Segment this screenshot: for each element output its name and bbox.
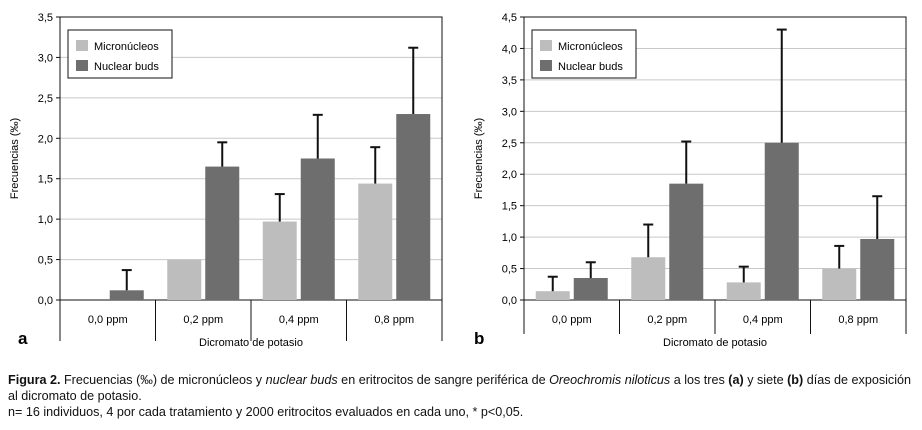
y-tick-label: 4,5 [502,12,517,24]
legend-swatch [76,40,88,51]
chart-panel-b: 0,0 0,5 1,0 1,5 2,0 2,5 3,0 3,5 4,0 4,5 0,0 ppm 0,2… [473,12,907,349]
y-tick-label: 2,5 [38,93,53,105]
caption-text-3: en eritrocitos de sangre periférica de [337,373,550,387]
y-tick-label: 3,0 [38,52,53,64]
bar-nuclear-buds [860,238,895,300]
y-tick-label: 1,5 [38,174,53,186]
x-tick-label: 0,2 ppm [183,314,223,326]
bar-nuclear-buds [764,142,799,300]
bar-nuclear-buds [109,290,144,300]
legend-label: Nuclear buds [558,61,623,73]
panel-letter: b [474,329,484,348]
y-tick-label: 0,0 [502,295,517,307]
caption-panel-b: (b) [787,373,804,387]
caption-nuclear-buds: nuclear buds [265,373,338,387]
x-axis-label: Dicromato de potasio [199,337,303,349]
bar-micronucleos [726,282,761,300]
x-tick-label: 0,4 ppm [279,314,319,326]
chart-panel-a: 0,0 0,5 1,0 1,5 2,0 2,5 3,0 3,5 0,0 ppm 0,2 ppm 0,… [9,12,443,349]
caption-text-1: Frecuencias (‰) de micronúcleos y [60,373,266,387]
legend-label: Micronúcleos [558,41,623,53]
x-tick-label: 0,0 ppm [88,314,128,326]
bar-nuclear-buds [300,158,335,300]
caption-species: Oreochromis niloticus [549,373,671,387]
caption-line-2: n= 16 individuos, 4 por cada tratamiento… [8,405,524,419]
caption-figure-label: Figura 2. [8,373,61,387]
panel-letter: a [18,329,28,348]
y-tick-label: 3,5 [502,75,517,87]
x-tick-label: 0,4 ppm [743,314,783,326]
y-tick-label: 1,0 [38,214,53,226]
caption-text-7: días de exposición al dicromato de potas… [8,373,912,403]
legend-box [67,29,173,79]
legend: Micronúcleos Nuclear buds [67,29,173,79]
bar-micronucleos [262,221,297,300]
y-tick-label: 0,5 [38,255,53,267]
y-tick-label: 2,0 [502,169,517,181]
y-tick-label: 2,5 [502,138,517,150]
caption-text-5: a los tres [670,373,729,387]
bar-micronucleos [631,257,666,300]
bar-nuclear-buds [669,183,704,300]
bar-nuclear-buds [573,277,608,300]
x-tick-label: 0,8 ppm [374,314,414,326]
bar-micronucleos [822,268,857,300]
y-tick-label: 4,0 [502,43,517,55]
y-tick-label: 2,0 [38,133,53,145]
y-tick-label: 0,5 [502,264,517,276]
legend-label: Nuclear buds [94,61,159,73]
bar-nuclear-buds [396,114,431,301]
figure-caption: Figura 2. Frecuencias (‰) de micronúcleo… [8,372,914,420]
bar-nuclear-buds [205,166,240,300]
bar-micronucleos [167,259,202,300]
legend-swatch [540,60,552,71]
bar-micronucleos [535,291,570,300]
y-tick-label: 3,0 [502,106,517,118]
y-tick-label: 1,0 [502,232,517,244]
legend-swatch [540,40,552,51]
x-tick-label: 0,8 ppm [838,314,878,326]
y-tick-label: 3,5 [38,12,53,24]
caption-panel-a: (a) [728,373,744,387]
legend: Micronúcleos Nuclear buds [531,29,637,79]
y-tick-label: 0,0 [38,295,53,307]
y-axis-label: Frecuencias (‰) [9,118,21,199]
x-tick-label: 0,0 ppm [552,314,592,326]
y-axis-label: Frecuencias (‰) [473,118,485,199]
y-tick-label: 1,5 [502,201,517,213]
legend-swatch [76,60,88,71]
x-tick-label: 0,2 ppm [647,314,687,326]
caption-text-6: y siete [743,373,788,387]
x-axis-label: Dicromato de potasio [663,337,767,349]
charts-figure: 0,00,51,01,52,02,53,03,50,0 ppm 0,2 ppm 0,… [9,12,907,349]
bar-micronucleos [358,183,393,300]
legend-label: Micronúcleos [94,41,159,53]
